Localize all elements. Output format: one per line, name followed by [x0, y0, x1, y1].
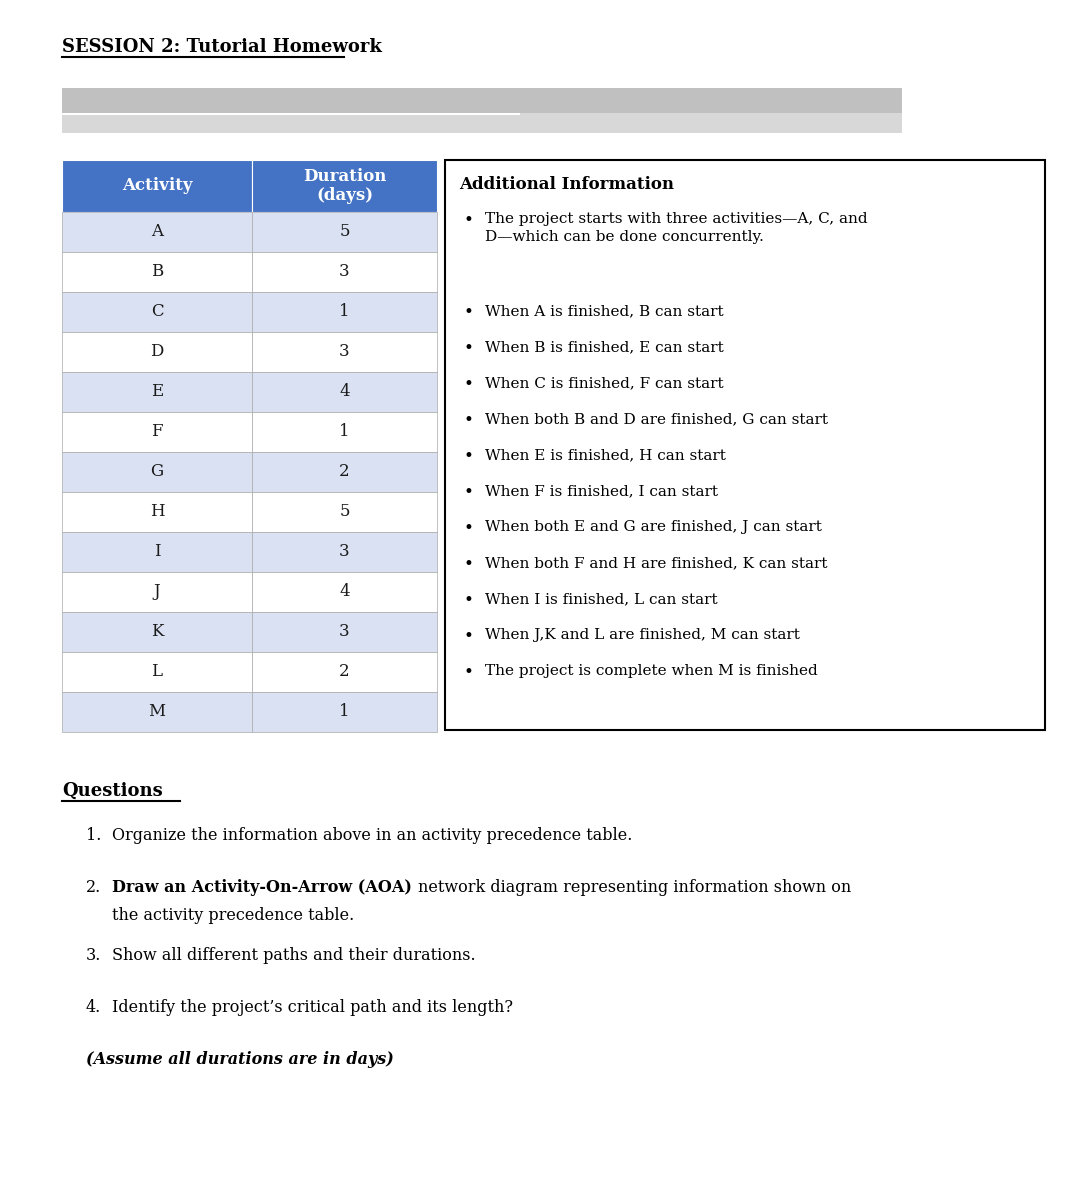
- Bar: [62, 114, 522, 133]
- Text: 4: 4: [339, 384, 350, 400]
- Text: •: •: [463, 448, 473, 465]
- Bar: [252, 653, 437, 691]
- Text: the activity precedence table.: the activity precedence table.: [112, 907, 354, 924]
- Bar: [62, 452, 252, 492]
- Bar: [252, 691, 437, 732]
- Text: When both E and G are finished, J can start: When both E and G are finished, J can st…: [485, 520, 822, 535]
- Bar: [252, 492, 437, 532]
- Text: J: J: [153, 583, 160, 601]
- Text: When B is finished, E can start: When B is finished, E can start: [485, 340, 724, 354]
- Text: When A is finished, B can start: When A is finished, B can start: [485, 304, 724, 317]
- Text: •: •: [463, 664, 473, 681]
- Bar: [62, 88, 902, 113]
- Text: •: •: [463, 212, 473, 229]
- Text: When both F and H are finished, K can start: When both F and H are finished, K can st…: [485, 556, 827, 570]
- Text: 1.: 1.: [86, 827, 102, 844]
- Text: When C is finished, F can start: When C is finished, F can start: [485, 376, 724, 391]
- Bar: [252, 532, 437, 572]
- Text: When both B and D are finished, G can start: When both B and D are finished, G can st…: [485, 412, 828, 426]
- Bar: [62, 372, 252, 412]
- Bar: [445, 160, 1045, 730]
- Text: •: •: [463, 592, 473, 609]
- Bar: [62, 212, 252, 253]
- Bar: [252, 452, 437, 492]
- Text: Additional Information: Additional Information: [459, 176, 674, 194]
- Text: 1: 1: [339, 424, 350, 440]
- Text: The project starts with three activities—A, C, and
D—which can be done concurren: The project starts with three activities…: [485, 212, 867, 244]
- Text: Duration
(days): Duration (days): [302, 168, 387, 204]
- Text: 2.: 2.: [86, 879, 102, 896]
- Bar: [62, 691, 252, 732]
- Text: 3: 3: [339, 623, 350, 641]
- Text: (Assume all durations are in days): (Assume all durations are in days): [86, 1051, 394, 1068]
- Bar: [62, 572, 252, 612]
- Text: •: •: [463, 556, 473, 573]
- Text: Draw an Activity-On-Arrow (AOA): Draw an Activity-On-Arrow (AOA): [112, 879, 418, 896]
- Bar: [62, 160, 252, 212]
- Text: G: G: [150, 464, 163, 480]
- Text: •: •: [463, 304, 473, 321]
- Text: Identify the project’s critical path and its length?: Identify the project’s critical path and…: [112, 999, 513, 1016]
- Bar: [62, 492, 252, 532]
- Text: 1: 1: [339, 703, 350, 721]
- Text: Organize the information above in an activity precedence table.: Organize the information above in an act…: [112, 827, 633, 844]
- Text: E: E: [151, 384, 163, 400]
- Text: •: •: [463, 484, 473, 502]
- Bar: [252, 212, 437, 253]
- Bar: [252, 412, 437, 452]
- Text: F: F: [151, 424, 163, 440]
- Text: When F is finished, I can start: When F is finished, I can start: [485, 484, 718, 498]
- Text: Activity: Activity: [122, 177, 192, 195]
- Text: 3: 3: [339, 544, 350, 560]
- Text: Show all different paths and their durations.: Show all different paths and their durat…: [112, 948, 475, 964]
- Bar: [252, 253, 437, 291]
- Bar: [62, 332, 252, 372]
- Text: Questions: Questions: [62, 782, 163, 800]
- Text: 3: 3: [339, 343, 350, 361]
- Bar: [252, 291, 437, 332]
- Bar: [62, 612, 252, 653]
- Text: H: H: [150, 504, 164, 520]
- Bar: [62, 291, 252, 332]
- Bar: [62, 532, 252, 572]
- Text: L: L: [151, 663, 162, 681]
- Text: When J,K and L are finished, M can start: When J,K and L are finished, M can start: [485, 628, 800, 642]
- Text: 3.: 3.: [86, 948, 102, 964]
- Bar: [252, 372, 437, 412]
- Text: 2: 2: [339, 663, 350, 681]
- Text: When I is finished, L can start: When I is finished, L can start: [485, 592, 717, 607]
- Text: 1: 1: [339, 303, 350, 321]
- Text: C: C: [151, 303, 163, 321]
- Text: SESSION 2: Tutorial Homework: SESSION 2: Tutorial Homework: [62, 38, 382, 55]
- Text: 4: 4: [339, 583, 350, 601]
- Text: D: D: [150, 343, 164, 361]
- Bar: [62, 253, 252, 291]
- Bar: [252, 160, 437, 212]
- Text: 3: 3: [339, 263, 350, 281]
- Text: •: •: [463, 520, 473, 537]
- Text: network diagram representing information shown on: network diagram representing information…: [418, 879, 851, 896]
- Text: •: •: [463, 376, 473, 393]
- Bar: [252, 332, 437, 372]
- Text: A: A: [151, 223, 163, 241]
- Text: When E is finished, H can start: When E is finished, H can start: [485, 448, 726, 463]
- Bar: [62, 653, 252, 691]
- Bar: [62, 412, 252, 452]
- Text: I: I: [153, 544, 160, 560]
- Text: 5: 5: [339, 223, 350, 241]
- Bar: [252, 612, 437, 653]
- Text: 2: 2: [339, 464, 350, 480]
- Text: The project is complete when M is finished: The project is complete when M is finish…: [485, 664, 818, 678]
- Text: 4.: 4.: [86, 999, 102, 1016]
- Text: •: •: [463, 628, 473, 645]
- Text: K: K: [151, 623, 163, 641]
- Text: M: M: [148, 703, 165, 721]
- Text: B: B: [151, 263, 163, 281]
- Text: •: •: [463, 412, 473, 430]
- Text: 5: 5: [339, 504, 350, 520]
- Text: •: •: [463, 340, 473, 358]
- Bar: [252, 572, 437, 612]
- Bar: [519, 113, 902, 133]
